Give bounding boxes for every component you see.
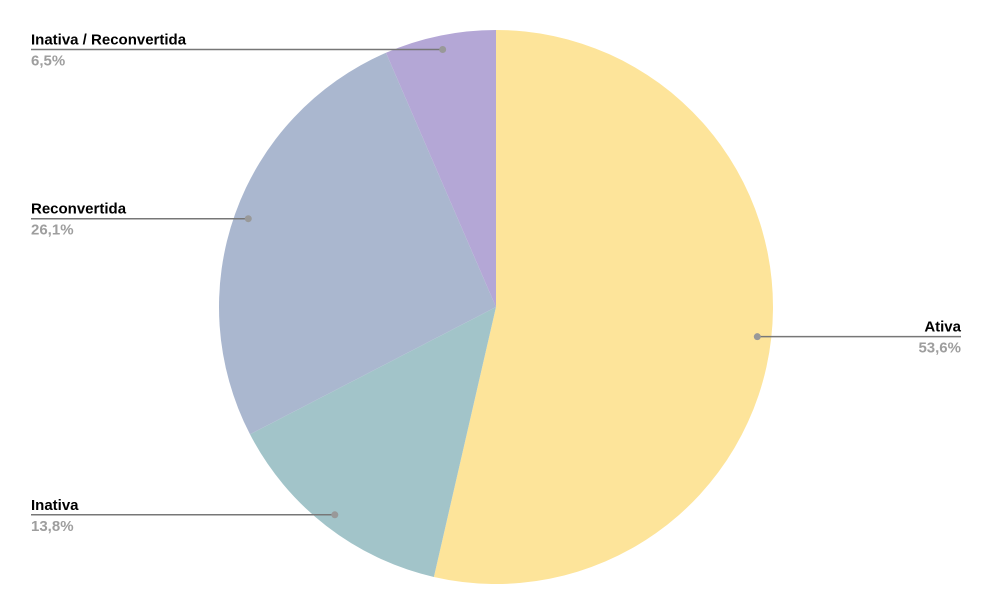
slice-value-label-1: 13,8% — [31, 518, 74, 535]
callout-dot-1 — [331, 511, 339, 519]
pie-slice-2 — [218, 52, 496, 435]
pie-slice-0 — [433, 30, 773, 584]
callout-dot-3 — [439, 45, 447, 53]
slice-label-0: Ativa — [924, 319, 961, 336]
slice-value-label-3: 6,5% — [31, 52, 65, 69]
pie-slice-1 — [249, 307, 496, 577]
slice-value-label-2: 26,1% — [31, 222, 74, 239]
slice-value-label-0: 53,6% — [918, 340, 961, 357]
callout-dot-2 — [244, 215, 252, 223]
pie-slice-3 — [385, 30, 496, 307]
slice-label-3: Inativa / Reconvertida — [31, 31, 187, 48]
callout-dot-0 — [753, 333, 761, 341]
slice-label-1: Inativa — [31, 497, 79, 514]
slice-label-2: Reconvertida — [31, 201, 127, 218]
